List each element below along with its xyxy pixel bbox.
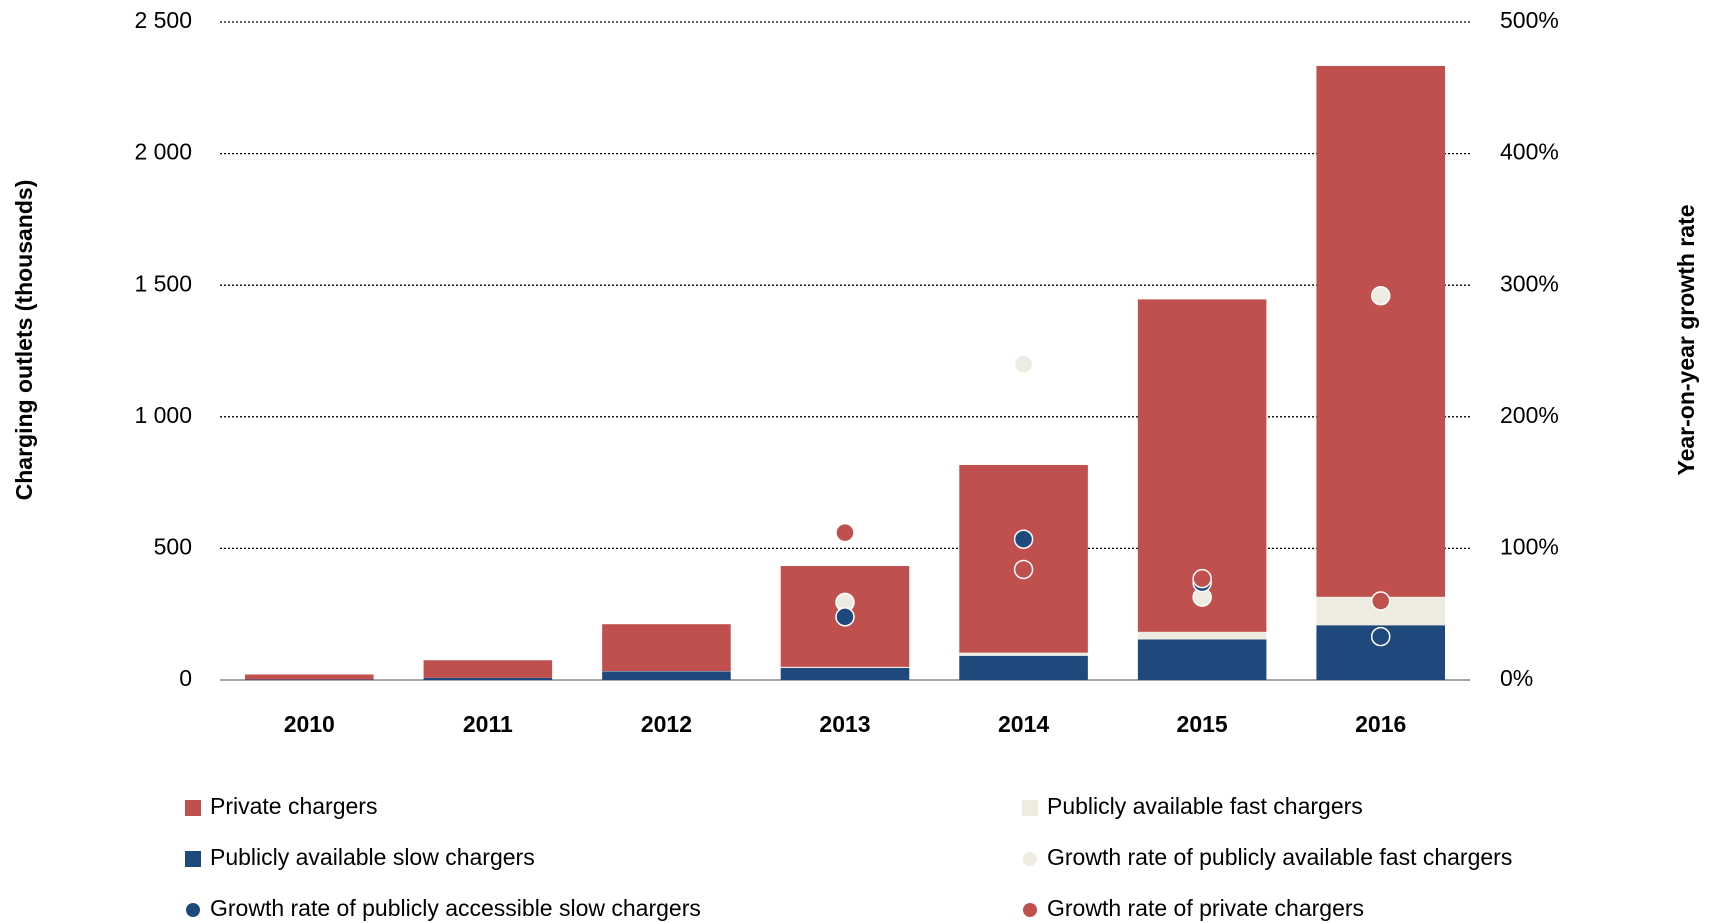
bar-segment (423, 660, 553, 678)
growth-dot (1013, 529, 1034, 549)
growth-dot (1370, 591, 1391, 611)
bar-segment (959, 655, 1088, 680)
growth-dot (1013, 559, 1034, 580)
x-tick-label: 2010 (284, 711, 335, 737)
bar-segment (1137, 631, 1267, 640)
bar-segment (959, 652, 1088, 656)
legend-swatch (185, 851, 201, 867)
y2-tick-label: 100% (1500, 533, 1559, 559)
bar-segment (245, 674, 374, 680)
bar-segment (959, 464, 1088, 653)
legend-label: Publicly available slow chargers (210, 844, 535, 870)
legend-swatch (1022, 800, 1038, 816)
y2-tick-label: 400% (1500, 139, 1559, 165)
y-tick-label: 1 500 (134, 270, 192, 296)
growth-dot (1192, 568, 1212, 589)
x-tick-label: 2013 (819, 711, 870, 737)
growth-dot (835, 522, 855, 543)
legend-label: Growth rate of private chargers (1047, 895, 1364, 921)
legend-label: Private chargers (210, 793, 377, 819)
legend-swatch (186, 903, 200, 917)
growth-dot (1370, 626, 1391, 647)
legend-label: Publicly available fast chargers (1047, 793, 1363, 819)
y2-tick-label: 0% (1500, 665, 1533, 691)
y2-tick-label: 300% (1500, 270, 1559, 296)
legend-swatch (185, 800, 201, 816)
bar-segment (1137, 639, 1267, 680)
y-tick-label: 1 000 (134, 402, 192, 428)
bar-segment (1316, 65, 1445, 597)
bar-segment (602, 624, 731, 672)
x-tick-label: 2012 (641, 711, 692, 737)
y2-tick-label: 200% (1500, 402, 1559, 428)
bar-segment (780, 667, 910, 680)
growth-dot (835, 607, 855, 627)
y-tick-label: 0 (179, 665, 192, 691)
y2-tick-label: 500% (1500, 7, 1559, 33)
bar-segment (602, 671, 731, 680)
legend-swatch (1023, 852, 1037, 866)
x-tick-label: 2015 (1177, 711, 1228, 737)
legend-swatch (1023, 903, 1037, 917)
y-tick-label: 2 000 (134, 139, 192, 165)
y2-axis-title: Year-on-year growth rate (1673, 205, 1699, 476)
x-tick-label: 2016 (1355, 711, 1406, 737)
legend-label: Growth rate of publicly available fast c… (1047, 844, 1512, 870)
bar-segment (245, 679, 374, 680)
legend-label: Growth rate of publicly accessible slow … (210, 895, 701, 921)
x-tick-label: 2014 (998, 711, 1049, 737)
bar-segment (423, 677, 553, 680)
y-axis-title: Charging outlets (thousands) (11, 180, 37, 501)
x-tick-label: 2011 (463, 711, 513, 737)
growth-dot (1013, 354, 1034, 374)
y-tick-label: 500 (154, 533, 192, 559)
bar-segment (780, 666, 910, 668)
y-tick-label: 2 500 (134, 7, 192, 33)
growth-dot (1370, 285, 1391, 306)
